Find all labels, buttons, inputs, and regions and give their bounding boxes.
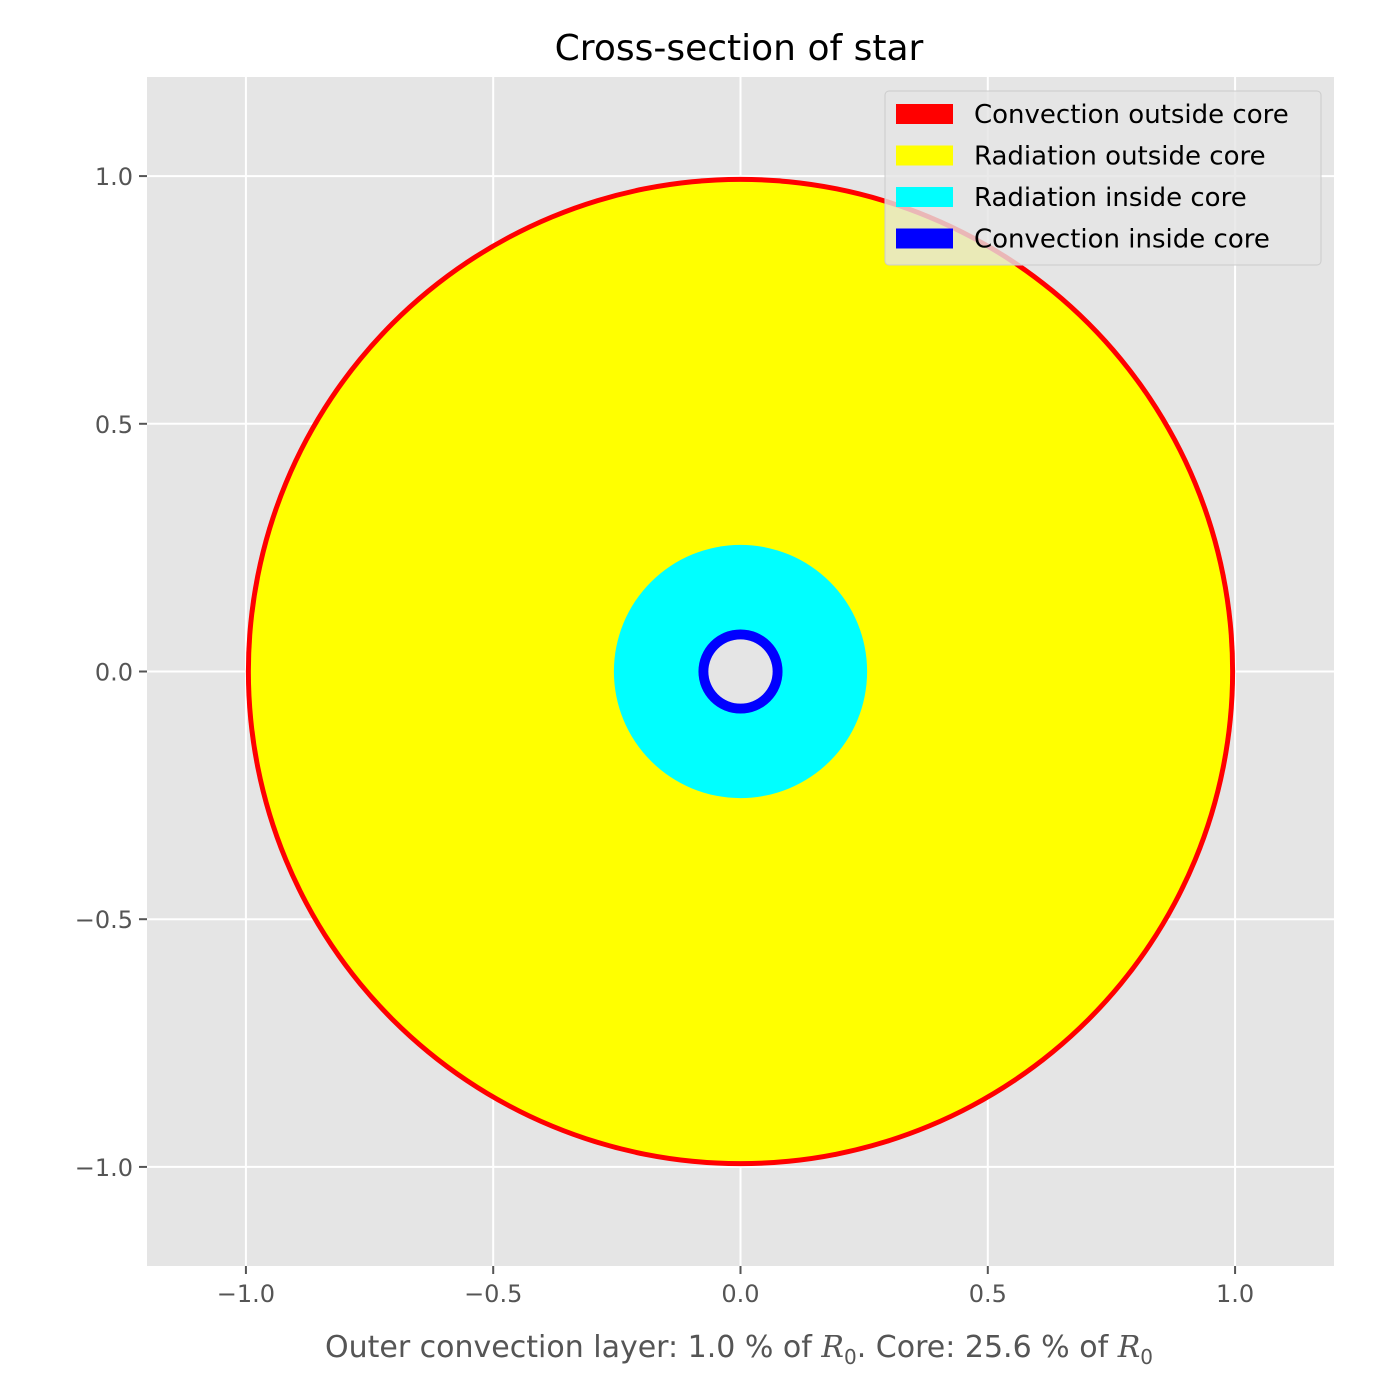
- legend: Convection outside core Radiation outside…: [884, 90, 1322, 266]
- x-label-var1: R: [820, 1330, 844, 1365]
- x-label-middle: . Core: 25.6 % of: [857, 1330, 1118, 1365]
- x-label-sub2: 0: [1140, 1345, 1153, 1369]
- layer-center-gap: [708, 639, 773, 704]
- x-label-prefix: Outer convection layer: 1.0 % of: [325, 1330, 821, 1365]
- x-label-sub1: 0: [844, 1345, 857, 1369]
- legend-label-convection-outside-core: Convection outside core: [974, 100, 1289, 130]
- x-label-var2: R: [1117, 1330, 1141, 1365]
- star-layers: [245, 176, 1236, 1167]
- legend-label-convection-inside-core: Convection inside core: [974, 225, 1270, 255]
- x-tick-label: 1.0: [1216, 1280, 1254, 1308]
- legend-label-radiation-outside-core: Radiation outside core: [974, 142, 1266, 172]
- y-tick-label: 0.5: [95, 411, 133, 439]
- chart-title: Cross-section of star: [555, 28, 924, 69]
- x-tick-label: −1.0: [217, 1280, 275, 1308]
- x-axis-label: Outer convection layer: 1.0 % of R0. Cor…: [325, 1330, 1153, 1369]
- x-tick-label: −0.5: [464, 1280, 522, 1308]
- legend-box: [884, 90, 1322, 266]
- x-tick-label: 0.0: [721, 1280, 759, 1308]
- legend-swatch-convection-inside-core: [896, 228, 953, 249]
- y-tick-label: −1.0: [75, 1154, 133, 1182]
- x-tick-label: 0.5: [969, 1280, 1007, 1308]
- legend-label-radiation-inside-core: Radiation inside core: [974, 183, 1247, 213]
- y-tick-label: −0.5: [75, 906, 133, 934]
- legend-swatch-convection-outside-core: [896, 104, 953, 124]
- legend-swatch-radiation-inside-core: [896, 187, 953, 207]
- y-tick-label: 0.0: [95, 659, 133, 687]
- y-tick-label: 1.0: [95, 163, 133, 191]
- legend-swatch-radiation-outside-core: [896, 145, 953, 166]
- axis-ticks: −1.0 −0.5 0.0 0.5 1.0 −1.0 −0.5 0.0 0.5 1.0: [75, 163, 1254, 1308]
